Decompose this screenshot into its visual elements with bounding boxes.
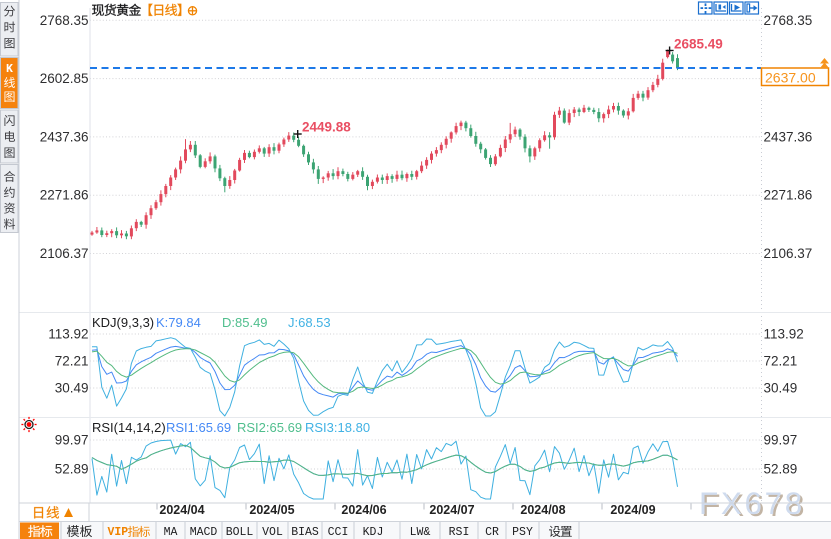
svg-text:J:68.53: J:68.53 xyxy=(288,315,331,330)
svg-text:K: K xyxy=(6,63,13,76)
svg-text:BIAS: BIAS xyxy=(291,526,319,539)
svg-text:2024/08: 2024/08 xyxy=(520,503,565,517)
svg-text:2768.35: 2768.35 xyxy=(764,13,813,28)
svg-text:2437.36: 2437.36 xyxy=(40,129,89,144)
svg-text:2024/04: 2024/04 xyxy=(159,503,204,517)
svg-text:113.92: 113.92 xyxy=(48,327,88,342)
svg-text:2602.85: 2602.85 xyxy=(40,71,89,86)
svg-text:MA: MA xyxy=(164,526,178,539)
svg-text:2024/07: 2024/07 xyxy=(429,503,474,517)
svg-text:VIP: VIP xyxy=(108,526,129,539)
svg-text:99.97: 99.97 xyxy=(55,433,89,448)
svg-text:MACD: MACD xyxy=(190,526,218,539)
svg-text:RSI1:65.69: RSI1:65.69 xyxy=(166,420,231,435)
svg-text:RSI: RSI xyxy=(449,526,470,539)
svg-text:30.49: 30.49 xyxy=(764,381,798,396)
svg-text:2106.37: 2106.37 xyxy=(764,246,813,261)
svg-text:2106.37: 2106.37 xyxy=(40,246,89,261)
svg-text:2685.49: 2685.49 xyxy=(674,36,723,51)
svg-text:2024/09: 2024/09 xyxy=(610,503,655,517)
svg-text:RSI3:18.80: RSI3:18.80 xyxy=(305,420,370,435)
svg-text:2437.36: 2437.36 xyxy=(764,129,813,144)
svg-text:2024/06: 2024/06 xyxy=(341,503,386,517)
svg-text:D:85.49: D:85.49 xyxy=(222,315,268,330)
svg-text:2271.86: 2271.86 xyxy=(764,188,813,203)
svg-text:72.21: 72.21 xyxy=(55,354,89,369)
svg-text:2449.88: 2449.88 xyxy=(302,120,351,135)
svg-text:CCI: CCI xyxy=(328,526,349,539)
svg-text:2637.00: 2637.00 xyxy=(765,70,816,86)
svg-text:52.89: 52.89 xyxy=(764,462,798,477)
svg-text:RSI2:65.69: RSI2:65.69 xyxy=(237,420,302,435)
svg-text:RSI(14,14,2): RSI(14,14,2) xyxy=(92,420,166,435)
svg-text:30.49: 30.49 xyxy=(55,381,89,396)
svg-text:PSY: PSY xyxy=(512,526,533,539)
svg-text:52.89: 52.89 xyxy=(55,462,89,477)
svg-text:113.92: 113.92 xyxy=(764,327,804,342)
svg-text:K:79.84: K:79.84 xyxy=(156,315,201,330)
svg-text:CR: CR xyxy=(485,526,499,539)
svg-text:FX678: FX678 xyxy=(701,487,807,523)
svg-text:KDJ: KDJ xyxy=(363,526,384,539)
svg-text:72.21: 72.21 xyxy=(764,354,798,369)
svg-text:VOL: VOL xyxy=(262,526,283,539)
svg-text:BOLL: BOLL xyxy=(226,526,254,539)
svg-text:99.97: 99.97 xyxy=(764,433,798,448)
svg-text:2024/05: 2024/05 xyxy=(249,503,294,517)
svg-text:LW&: LW& xyxy=(410,526,431,539)
svg-text:2271.86: 2271.86 xyxy=(40,188,89,203)
svg-text:KDJ(9,3,3): KDJ(9,3,3) xyxy=(92,315,154,330)
svg-text:2768.35: 2768.35 xyxy=(40,13,89,28)
